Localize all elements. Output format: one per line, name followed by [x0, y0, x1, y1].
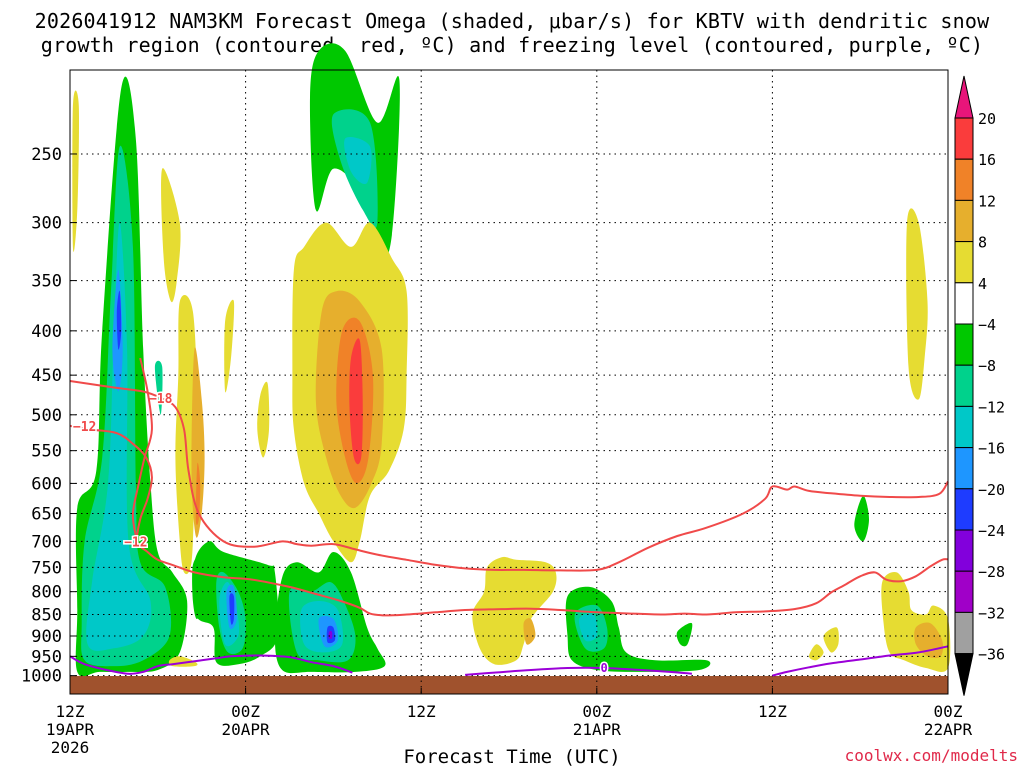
colorbar-label-4: 4	[978, 275, 987, 293]
colorbar-label-0: 20	[978, 110, 996, 128]
chart-title-line1: 2026041912 NAM3KM Forecast Omega (shaded…	[34, 9, 990, 33]
ytick-label-800: 800	[31, 583, 62, 603]
contour-lines: −18 −12 −12 0	[69, 357, 949, 677]
colorbar-bin-12-16	[954, 158, 974, 201]
freezing-contour-label: 0	[600, 661, 607, 675]
xtick-label-48: 12Z	[757, 702, 787, 721]
omega-region-5	[154, 360, 163, 415]
ytick-label-750: 750	[31, 558, 62, 578]
colorbar-bin-below-36	[954, 653, 974, 696]
colorbar-label-6: −8	[978, 357, 996, 375]
omega-region-32	[257, 381, 270, 458]
colorbar-label-1: 16	[978, 151, 996, 169]
ytick-label-650: 650	[31, 505, 62, 525]
credit-link[interactable]: coolwx.com/modelts	[844, 746, 1018, 765]
ytick-label-900: 900	[31, 627, 62, 647]
colorbar-label-12: −32	[978, 604, 1005, 622]
omega-region-36	[349, 338, 363, 465]
omega-region-40	[906, 208, 928, 400]
omega-region-25	[854, 495, 869, 542]
ytick-label-350: 350	[31, 272, 62, 292]
colorbar-label-3: 8	[978, 234, 987, 252]
colorbar-bin-8-12	[954, 199, 974, 243]
xtick-label-60: 00Z 22APR	[923, 702, 973, 739]
omega-region-20	[344, 137, 372, 185]
freezing-contour-2	[772, 645, 949, 677]
freezing-contour-1	[465, 666, 693, 676]
omega-region-27	[161, 168, 181, 303]
colorbar-label-2: 12	[978, 192, 996, 210]
omega-region-39	[523, 618, 536, 645]
xtick-label-12: 00Z 20APR	[221, 702, 270, 739]
ytick-label-950: 950	[31, 647, 62, 667]
omega-region-2	[86, 222, 152, 651]
colorbar-label-13: −36	[978, 646, 1005, 664]
colorbar-bin-above-20	[954, 75, 974, 119]
ytick-label-1000: 1000	[21, 667, 62, 687]
ground-strip	[70, 676, 948, 694]
omega-region-10	[229, 593, 235, 625]
ytick-label-400: 400	[31, 322, 62, 342]
colorbar-label-8: −16	[978, 440, 1005, 458]
ytick-label-600: 600	[31, 474, 62, 494]
temp-contour-2	[131, 357, 153, 537]
colorbar-bin--12--8	[954, 364, 974, 407]
ytick-label-250: 250	[31, 145, 62, 165]
colorbar: 20 16 12 8 4 −4 −8 −12 −16 −20 −24 −28 −32 −36	[954, 75, 1005, 696]
colorbar-label-7: −12	[978, 398, 1005, 416]
xtick-label-36: 00Z 21APR	[572, 702, 621, 739]
colorbar-label-5: −4	[978, 316, 996, 334]
xtick-label-24: 12Z	[406, 702, 436, 721]
omega-region-31	[224, 299, 235, 393]
ytick-label-700: 700	[31, 532, 62, 552]
ytick-label-450: 450	[31, 366, 62, 386]
colorbar-label-10: −24	[978, 522, 1005, 540]
colorbar-bin--24--20	[954, 488, 974, 531]
colorbar-bin-16-20	[954, 117, 974, 160]
xtick-label-0: 12Z 19APR 2026	[45, 702, 95, 757]
ytick-label-850: 850	[31, 605, 62, 625]
ground-terrain	[70, 676, 948, 694]
temp-contour-label-0: −18	[149, 392, 173, 407]
omega-region-42	[809, 644, 824, 661]
colorbar-label-11: −28	[978, 563, 1005, 581]
colorbar-bin--28--24	[954, 529, 974, 572]
omega-region-17	[192, 555, 205, 620]
colorbar-bin--16--12	[954, 405, 974, 449]
omega-region-38	[472, 556, 557, 665]
ytick-label-300: 300	[31, 214, 62, 234]
temp-contour-1	[69, 424, 949, 617]
omega-region-29	[191, 347, 205, 538]
omega-region-21	[565, 586, 711, 672]
plot-frame	[69, 69, 949, 695]
x-axis-title: Forecast Time (UTC)	[403, 746, 621, 768]
omega-region-26	[72, 90, 80, 252]
omega-region-23	[578, 613, 598, 642]
y-axis-ticks: 2503003504004505005506006507007508008509…	[21, 145, 949, 694]
colorbar-bin--32--28	[954, 570, 974, 613]
colorbar-bin-4-8	[954, 241, 974, 284]
colorbar-label-9: −20	[978, 481, 1005, 499]
freezing-contour-0	[69, 654, 353, 675]
temp-contour-0	[69, 380, 949, 572]
omega-region-43	[881, 571, 951, 672]
omega-region-24	[676, 622, 693, 647]
grid-lines	[70, 70, 948, 694]
colorbar-bin--20--16	[954, 447, 974, 490]
temp-contour-label-1: −12	[73, 420, 96, 435]
chart-title-line2: growth region (contoured, red, ºC) and f…	[40, 33, 984, 57]
colorbar-bin--4-4	[954, 282, 974, 325]
omega-region-4	[116, 290, 122, 350]
omega-region-16	[328, 630, 333, 639]
omega-shaded-fields	[72, 43, 951, 677]
ytick-label-500: 500	[31, 406, 62, 426]
colorbar-bin--36--32	[954, 611, 974, 655]
ytick-label-550: 550	[31, 442, 62, 462]
colorbar-bin--8--4	[954, 323, 974, 366]
temp-contour-label-2: −12	[124, 535, 147, 550]
omega-region-41	[823, 627, 839, 653]
omega-region-28	[175, 294, 198, 575]
